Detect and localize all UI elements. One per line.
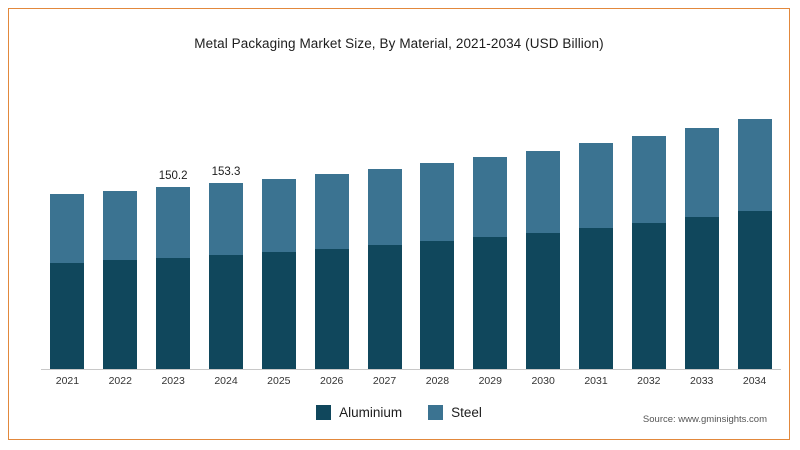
legend-label-steel: Steel bbox=[451, 405, 482, 420]
bar-segment-aluminium[interactable] bbox=[50, 263, 85, 369]
bar-segment-steel[interactable] bbox=[684, 127, 719, 217]
bar-segment-aluminium[interactable] bbox=[367, 245, 402, 369]
bar-group[interactable] bbox=[50, 194, 85, 369]
bar-segment-steel[interactable] bbox=[209, 183, 243, 256]
bar-segment-aluminium[interactable] bbox=[473, 237, 508, 369]
bar-segment-steel[interactable] bbox=[156, 187, 191, 258]
bar-group[interactable] bbox=[579, 143, 613, 369]
x-tick-label: 2033 bbox=[690, 375, 714, 387]
plot-area: 150.2 153.3 bbox=[41, 89, 781, 369]
source-attribution: Source: www.gminsights.com bbox=[642, 414, 767, 425]
bar-segment-aluminium[interactable] bbox=[579, 228, 613, 369]
bar-group[interactable] bbox=[684, 127, 719, 369]
bar-group[interactable] bbox=[526, 150, 561, 369]
bar-segment-aluminium[interactable] bbox=[103, 260, 138, 369]
bar-segment-aluminium[interactable] bbox=[156, 257, 191, 369]
bar-group[interactable] bbox=[420, 163, 455, 369]
bar-segment-aluminium[interactable] bbox=[684, 217, 719, 369]
x-tick-label: 2027 bbox=[372, 375, 397, 387]
chart-frame: Metal Packaging Market Size, By Material… bbox=[8, 8, 790, 440]
legend-item-steel[interactable]: Steel bbox=[428, 405, 482, 420]
bar-segment-aluminium[interactable] bbox=[314, 248, 349, 369]
bar-group[interactable]: 150.2 bbox=[156, 170, 191, 369]
bar-group[interactable] bbox=[103, 190, 138, 369]
bar-segment-steel[interactable] bbox=[103, 190, 138, 261]
bar-segment-steel[interactable] bbox=[50, 194, 85, 264]
bar-segment-steel[interactable] bbox=[314, 174, 349, 249]
x-tick-label: 2029 bbox=[478, 375, 502, 387]
bar-segment-steel[interactable] bbox=[367, 168, 402, 246]
x-tick-label: 2024 bbox=[214, 375, 238, 387]
bar-segment-aluminium[interactable] bbox=[526, 232, 561, 369]
legend-label-aluminium: Aluminium bbox=[339, 405, 403, 420]
x-tick-label: 2032 bbox=[637, 375, 661, 387]
bar-group[interactable] bbox=[367, 168, 402, 369]
x-tick-label: 2026 bbox=[320, 375, 344, 387]
bar-segment-steel[interactable] bbox=[737, 119, 772, 211]
bar-segment-steel[interactable] bbox=[473, 157, 508, 238]
bar-segment-steel[interactable] bbox=[261, 178, 296, 253]
bar-segment-steel[interactable] bbox=[420, 163, 455, 242]
bar-value-label: 150.2 bbox=[158, 170, 188, 183]
x-tick-label: 2034 bbox=[742, 375, 767, 387]
bar-segment-steel[interactable] bbox=[631, 135, 666, 223]
bar-group[interactable] bbox=[631, 135, 666, 369]
x-tick-label: 2023 bbox=[161, 375, 185, 387]
bar-group[interactable] bbox=[314, 174, 349, 369]
bar-group[interactable] bbox=[261, 178, 296, 369]
bar-segment-aluminium[interactable] bbox=[209, 255, 243, 369]
legend-swatch-steel bbox=[428, 405, 444, 420]
bar-segment-aluminium[interactable] bbox=[737, 210, 772, 369]
x-axis-line bbox=[41, 369, 781, 370]
x-axis-tick-labels: 2021 2022 2023 2024 2025 2026 2027 2028 2029 2030… bbox=[41, 375, 781, 393]
bar-segment-steel[interactable] bbox=[579, 143, 613, 229]
legend-item-aluminium[interactable]: Aluminium bbox=[316, 405, 402, 420]
bar-group[interactable] bbox=[473, 157, 508, 369]
bar-value-label: 153.3 bbox=[211, 166, 241, 179]
bar-segment-steel[interactable] bbox=[526, 150, 561, 233]
chart-legend: Aluminium Steel bbox=[9, 405, 789, 420]
x-tick-label: 2028 bbox=[425, 375, 450, 387]
chart-title: Metal Packaging Market Size, By Material… bbox=[194, 36, 604, 51]
x-tick-label: 2030 bbox=[531, 375, 555, 387]
bar-group[interactable]: 153.3 bbox=[209, 166, 243, 369]
x-tick-label: 2025 bbox=[267, 375, 291, 387]
x-tick-label: 2021 bbox=[55, 375, 80, 387]
bar-segment-aluminium[interactable] bbox=[420, 241, 455, 369]
legend-swatch-aluminium bbox=[316, 405, 332, 420]
bar-group[interactable] bbox=[737, 119, 772, 369]
bar-segment-aluminium[interactable] bbox=[631, 222, 666, 369]
x-tick-label: 2031 bbox=[584, 375, 608, 387]
x-tick-label: 2022 bbox=[108, 375, 132, 387]
bar-segment-aluminium[interactable] bbox=[261, 252, 296, 369]
